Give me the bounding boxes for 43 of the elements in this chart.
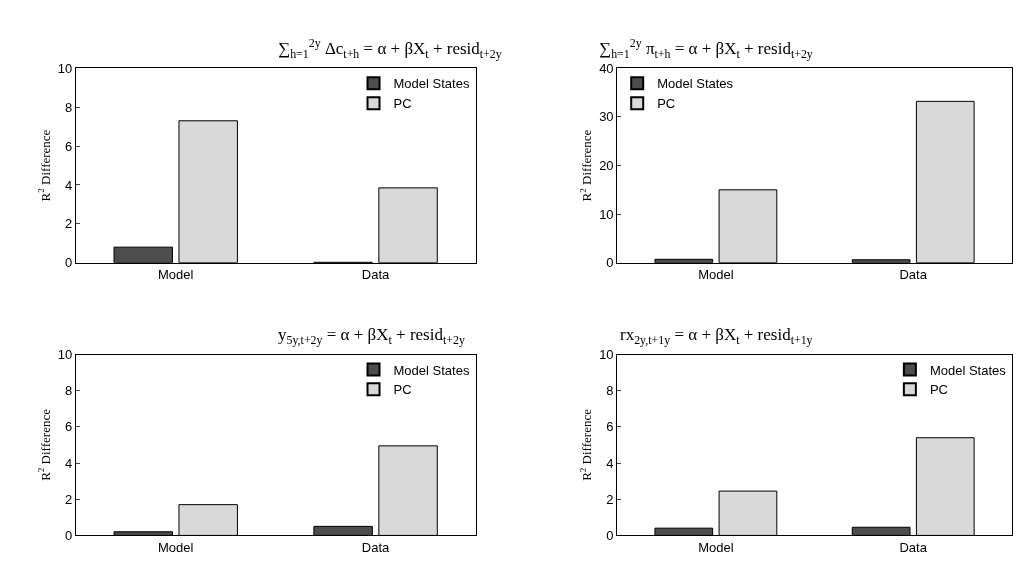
- y-tick-label: 8: [606, 383, 614, 399]
- x-tick-label: Model: [158, 540, 194, 555]
- legend-label: Model States: [657, 76, 734, 92]
- y-tick-label: 6: [64, 419, 73, 435]
- x-tick-label: Data: [899, 540, 928, 555]
- y-tick-label: 2: [64, 216, 73, 232]
- chart-title: y$_{5y,t+2y}$ = α + βX$_{t}$ + resid$_{t+2y}$: [278, 325, 465, 347]
- y-tick-label: 20: [599, 158, 614, 174]
- y-tick-label: 10: [599, 206, 614, 222]
- legend-label: PC: [657, 96, 676, 112]
- x-tick-label: Data: [899, 267, 928, 283]
- legend-label: Model States: [393, 362, 470, 378]
- x-tick-label: Model: [158, 267, 194, 283]
- y-tick-label: 4: [64, 455, 73, 471]
- x-tick-label: Data: [361, 540, 391, 555]
- y-tick-label: 2: [64, 491, 73, 507]
- legend-label: PC: [393, 382, 412, 398]
- y-tick-label: 0: [606, 255, 614, 271]
- y-tick-label: 10: [57, 60, 73, 76]
- chart-title: rx$_{2y,t+1y}$ = α + βX$_{t}$ + resid$_{t+1y}$: [620, 325, 813, 347]
- chart-title: ∑$_{h=1}$$^{2y}$ Δc$_{t+h}$ = α + βX$_{t}$ + resid$_{t+2y}$: [278, 36, 502, 61]
- legend-label: Model States: [929, 362, 1007, 378]
- y-tick-label: 40: [599, 60, 614, 76]
- x-tick-label: Data: [361, 267, 391, 283]
- y-tick-label: 0: [606, 527, 614, 543]
- y-tick-label: 6: [64, 138, 73, 154]
- legend-label: PC: [393, 96, 412, 112]
- y-tick-label: 10: [599, 347, 614, 363]
- y-tick-label: 8: [64, 383, 73, 399]
- legend-label: PC: [929, 382, 948, 398]
- y-tick-label: 6: [606, 419, 614, 435]
- y-tick-label: 0: [64, 527, 73, 543]
- x-tick-label: Model: [698, 540, 734, 555]
- y-tick-label: 4: [64, 177, 73, 193]
- y-tick-label: 8: [64, 99, 73, 115]
- y-tick-label: 10: [57, 347, 73, 363]
- y-tick-label: 30: [599, 109, 614, 125]
- y-tick-label: 4: [606, 455, 614, 471]
- y-tick-label: 2: [606, 491, 614, 507]
- y-tick-label: 0: [64, 255, 73, 271]
- x-tick-label: Model: [698, 267, 734, 283]
- chart-title: ∑$_{h=1}$$^{2y}$ π$_{t+h}$ = α + βX$_{t}$ + resid$_{t+2y}$: [599, 36, 813, 61]
- legend-label: Model States: [393, 76, 470, 92]
